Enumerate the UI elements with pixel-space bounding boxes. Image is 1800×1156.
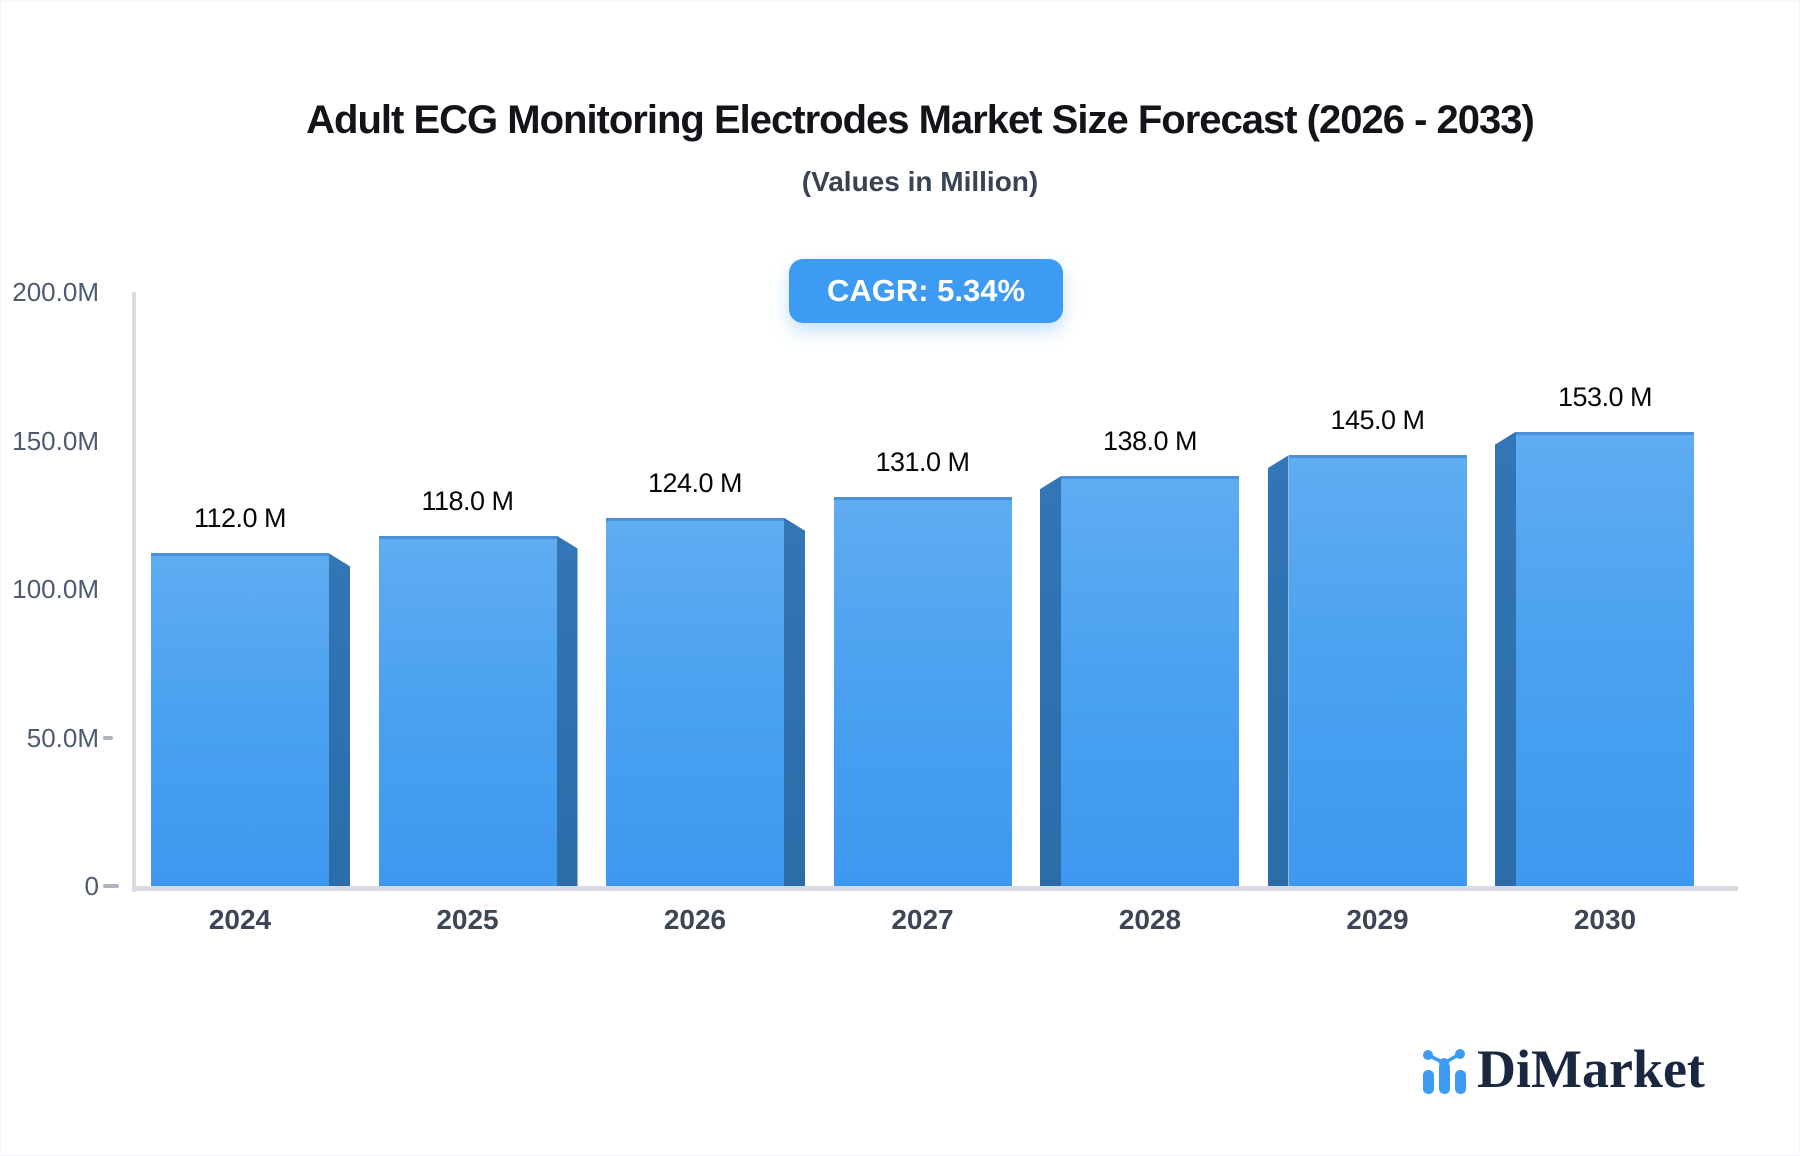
bar-value-label: 124.0 M [647,467,743,498]
y-axis-line [132,292,136,892]
bar-value-label: 112.0 M [193,503,287,534]
bar-value-label: 145.0 M [1330,405,1425,436]
dimarket-logo-text: DiMarket [1477,1039,1705,1099]
bar-value-label: 131.0 M [875,446,970,477]
bar-side-face [784,517,805,890]
x-tick-label: 2030 [1573,904,1637,935]
y-tick-label: 0 [84,871,99,901]
bar-2025 [378,535,557,890]
x-tick-label: 2026 [663,904,727,935]
bar-side-face [556,535,578,890]
y-tick-mark [103,735,113,740]
bar-side-face [1040,476,1061,890]
x-tick-label: 2027 [891,904,954,935]
cagr-badge: CAGR: 5.34% [789,259,1063,323]
bar-value-label: 153.0 M [1557,381,1653,412]
bar-2029 [1288,455,1467,890]
y-tick-label: 150.0M [12,425,99,456]
bar-2027 [833,496,1012,890]
bar-side-face [329,553,350,890]
bar-2030 [1516,431,1694,890]
bar-side-face [1495,431,1516,890]
chart-subtitle: (Values in Million) [801,166,1039,197]
bar-2024 [151,553,329,890]
y-tick-label: 100.0M [12,574,99,604]
y-tick-label: 200.0M [12,277,99,307]
x-tick-label: 2024 [208,904,272,935]
bar-value-label: 118.0 M [421,485,514,516]
bar-chart-with-dots-icon [1423,1049,1466,1094]
bar-side-face [1267,455,1289,890]
x-axis-line [132,886,1738,891]
x-tick-label: 2028 [1118,904,1182,935]
bar-2026 [606,517,784,890]
y-tick-mark [103,884,119,888]
x-tick-label: 2025 [436,904,499,935]
y-tick-label: 50.0M [26,722,99,753]
dimarket-logo: DiMarket [1419,1042,1705,1096]
chart-title: Adult ECG Monitoring Electrodes Market S… [306,98,1535,142]
bar-2028 [1061,476,1239,890]
x-tick-label: 2029 [1346,904,1409,935]
bar-value-label: 138.0 M [1102,426,1198,457]
